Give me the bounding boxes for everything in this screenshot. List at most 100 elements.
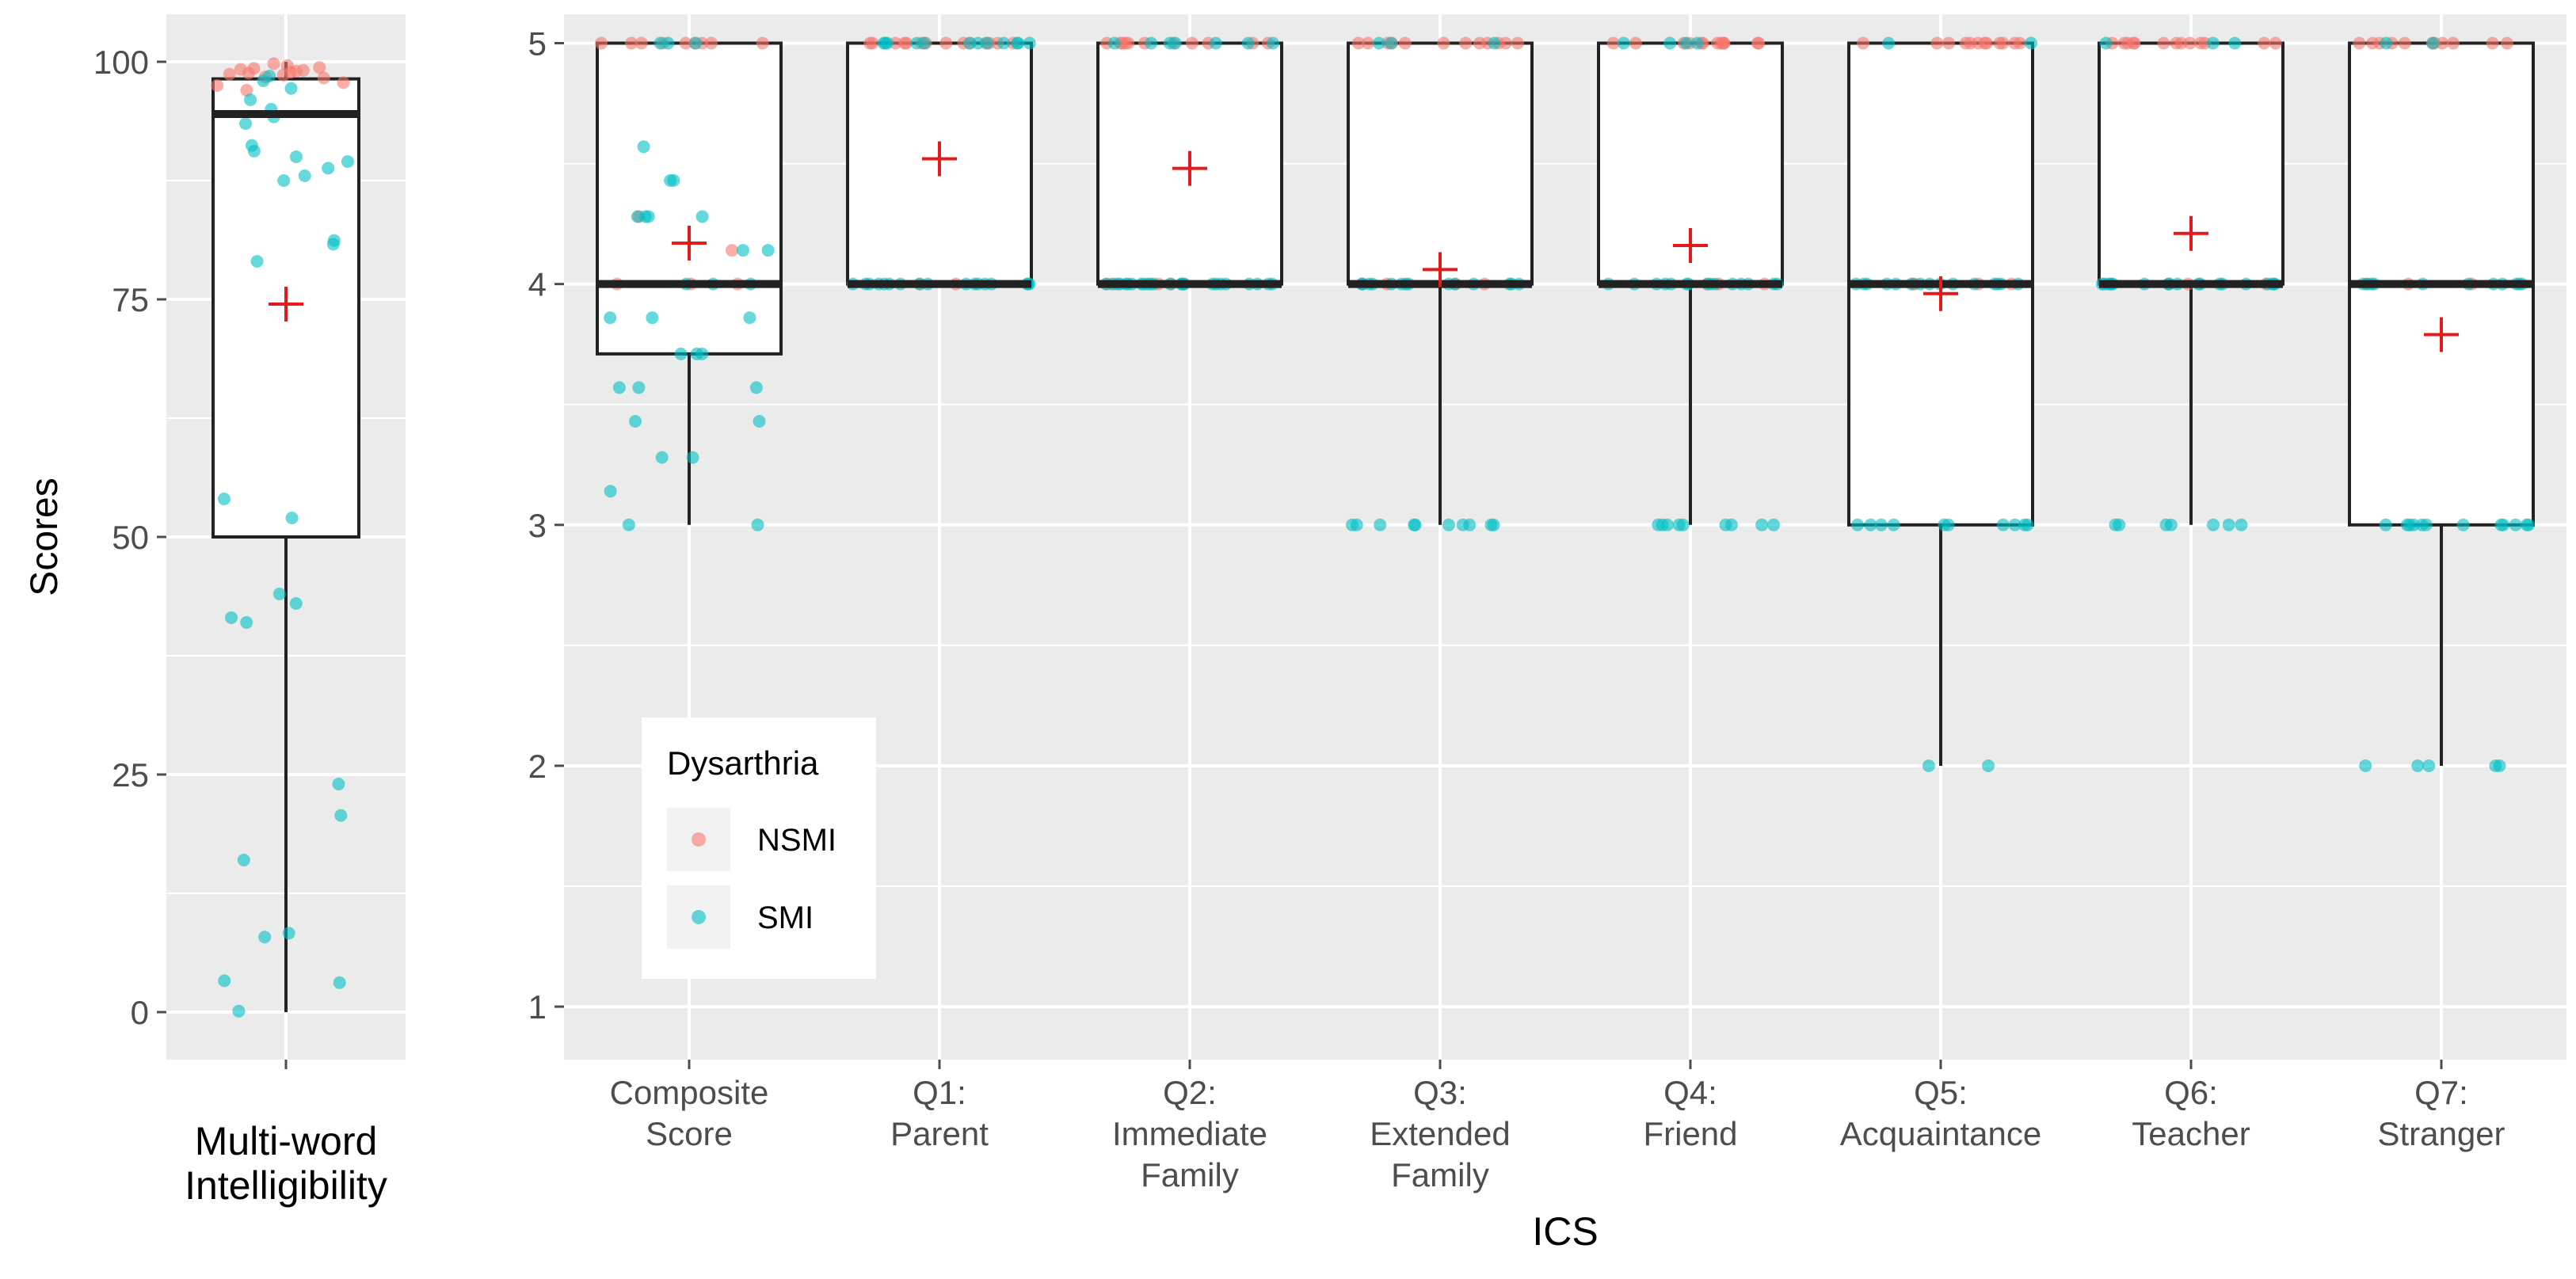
data-point-nsmi bbox=[1437, 36, 1450, 50]
data-point-nsmi bbox=[313, 61, 326, 74]
data-point-smi bbox=[272, 588, 286, 600]
data-point-smi bbox=[736, 244, 749, 257]
x-tick-label: Q7: bbox=[2414, 1074, 2468, 1111]
data-point-nsmi bbox=[247, 62, 261, 75]
data-point-smi bbox=[257, 74, 270, 87]
data-point-nsmi bbox=[679, 36, 692, 50]
data-point-smi bbox=[2018, 518, 2031, 531]
data-point-nsmi bbox=[756, 36, 769, 50]
data-point-smi bbox=[1209, 36, 1222, 50]
y-tick-label: 50 bbox=[112, 519, 149, 556]
data-point-smi bbox=[622, 518, 635, 531]
x-tick-label: Family bbox=[1391, 1156, 1489, 1193]
data-point-smi bbox=[2207, 518, 2220, 531]
data-point-nsmi bbox=[1752, 36, 1766, 50]
data-point-nsmi bbox=[1398, 36, 1412, 50]
data-point-smi bbox=[1012, 36, 1025, 50]
category-group: Composite Score bbox=[596, 41, 783, 1152]
data-point-nsmi bbox=[2269, 36, 2282, 50]
x-tick-label: Composite bbox=[610, 1074, 769, 1111]
data-point-smi bbox=[2008, 518, 2022, 531]
data-point-nsmi bbox=[2183, 36, 2197, 50]
data-point-nsmi bbox=[1942, 36, 1956, 50]
data-point-nsmi bbox=[2486, 36, 2499, 50]
data-point-nsmi bbox=[1361, 36, 1374, 50]
data-point-smi bbox=[1660, 518, 1674, 531]
data-point-smi bbox=[612, 381, 626, 394]
data-point-nsmi bbox=[2258, 36, 2271, 50]
data-point-smi bbox=[2099, 36, 2113, 50]
data-point-smi bbox=[1755, 518, 1769, 531]
data-point-smi bbox=[2222, 518, 2235, 531]
data-point-smi bbox=[1487, 518, 1500, 531]
data-point-smi bbox=[232, 1004, 246, 1018]
data-point-smi bbox=[333, 976, 346, 989]
data-point-smi bbox=[646, 311, 659, 325]
x-axis-title: ICS bbox=[1532, 1209, 1598, 1254]
y-axis-title: Scores bbox=[24, 478, 66, 596]
data-point-smi bbox=[1679, 36, 1693, 50]
box bbox=[596, 41, 783, 356]
data-point-smi bbox=[1374, 518, 1387, 531]
data-point-smi bbox=[285, 512, 299, 524]
x-tick-label: Score bbox=[646, 1115, 733, 1152]
data-point-nsmi bbox=[1629, 36, 1642, 50]
data-point-nsmi bbox=[280, 59, 294, 72]
data-point-smi bbox=[1719, 518, 1732, 531]
data-point-smi bbox=[1887, 518, 1900, 531]
data-point-smi bbox=[1982, 759, 1995, 772]
data-point-smi bbox=[655, 451, 669, 464]
y-tick-label: 75 bbox=[112, 281, 149, 318]
legend-key-point-smi bbox=[692, 910, 706, 924]
data-point-nsmi bbox=[898, 36, 912, 50]
y-tick-label: 2 bbox=[528, 748, 547, 785]
data-point-smi bbox=[2426, 36, 2440, 50]
data-point-smi bbox=[2206, 36, 2220, 50]
data-point-nsmi bbox=[1972, 36, 1985, 50]
data-point-smi bbox=[1463, 518, 1477, 531]
data-point-nsmi bbox=[1185, 36, 1198, 50]
data-point-smi bbox=[751, 518, 764, 531]
data-point-smi bbox=[1882, 36, 1896, 50]
data-point-smi bbox=[1384, 36, 1397, 50]
data-point-smi bbox=[2159, 518, 2173, 531]
data-point-nsmi bbox=[240, 84, 253, 97]
legend-entry-label: SMI bbox=[757, 900, 814, 935]
data-point-smi bbox=[642, 210, 655, 223]
x-tick-label: Stranger bbox=[2377, 1115, 2505, 1152]
data-point-nsmi bbox=[595, 36, 608, 50]
data-point-nsmi bbox=[1351, 36, 1365, 50]
data-point-smi bbox=[289, 597, 303, 610]
data-point-nsmi bbox=[2436, 36, 2449, 50]
data-point-nsmi bbox=[939, 36, 953, 50]
data-point-smi bbox=[225, 611, 238, 624]
data-point-nsmi bbox=[2398, 36, 2411, 50]
data-point-smi bbox=[686, 451, 699, 464]
x-tick-label: Q1: bbox=[913, 1074, 966, 1111]
data-point-smi bbox=[753, 415, 766, 428]
data-point-smi bbox=[1672, 518, 1686, 531]
data-point-smi bbox=[277, 174, 291, 187]
data-point-smi bbox=[341, 155, 354, 168]
y-tick-label: 0 bbox=[131, 994, 149, 1031]
data-point-smi bbox=[2489, 759, 2502, 772]
y-tick-label: 1 bbox=[528, 988, 547, 1026]
data-point-smi bbox=[1851, 518, 1865, 531]
data-point-nsmi bbox=[704, 36, 718, 50]
data-point-smi bbox=[289, 150, 303, 163]
data-point-nsmi bbox=[2446, 36, 2460, 50]
x-tick-label: Multi-word bbox=[195, 1119, 378, 1163]
data-point-smi bbox=[981, 36, 994, 50]
data-point-smi bbox=[695, 210, 709, 223]
data-point-nsmi bbox=[2157, 36, 2170, 50]
x-tick-label: Parent bbox=[890, 1115, 989, 1152]
data-point-smi bbox=[1023, 36, 1036, 50]
data-point-smi bbox=[604, 311, 617, 325]
x-tick-label: Family bbox=[1141, 1156, 1239, 1193]
x-tick-label: Q4: bbox=[1663, 1074, 1717, 1111]
data-point-smi bbox=[963, 36, 977, 50]
x-tick-label: Acquaintance bbox=[1840, 1115, 2042, 1152]
data-point-smi bbox=[997, 36, 1011, 50]
data-point-smi bbox=[240, 616, 253, 629]
data-point-smi bbox=[2113, 518, 2126, 531]
